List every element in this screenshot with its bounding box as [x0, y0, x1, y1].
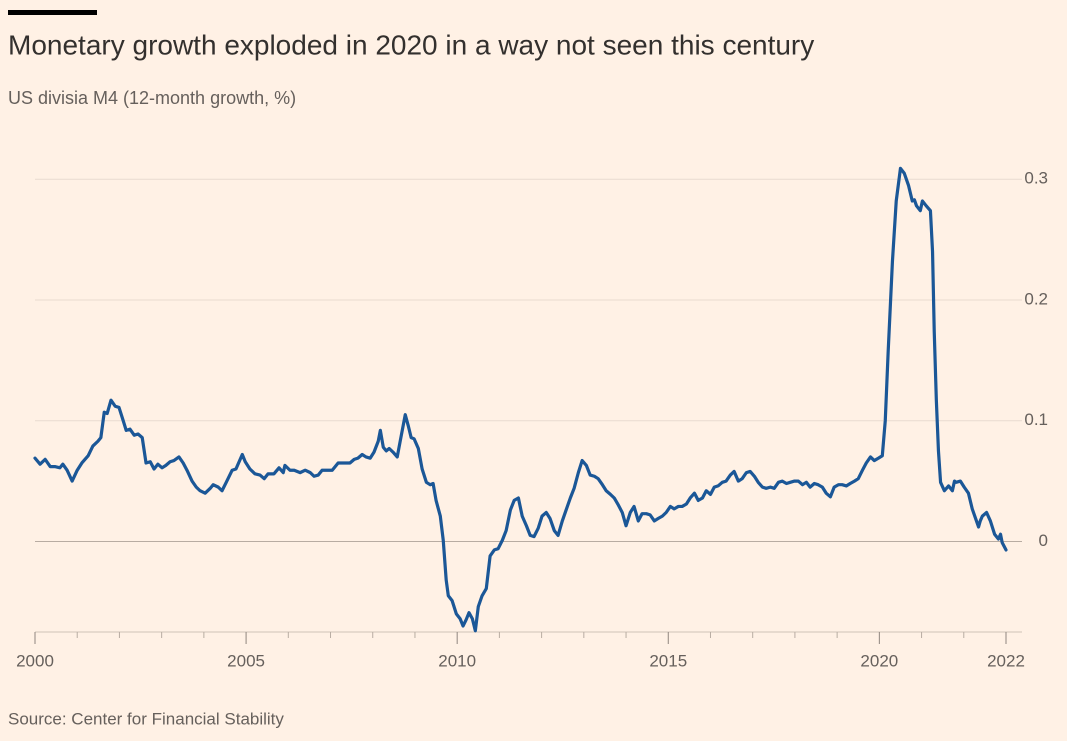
brand-bar: [8, 10, 97, 15]
source-note: Source: Center for Financial Stability: [8, 709, 284, 728]
data-line: [33, 166, 1008, 633]
x-tick-label: 2022: [987, 651, 1025, 670]
x-tick-label: 2015: [649, 651, 687, 670]
x-tick-label: 2010: [438, 651, 476, 670]
x-tick-label: 2020: [860, 651, 898, 670]
x-tick-label: 2005: [227, 651, 265, 670]
y-tick-label: 0.3: [1024, 169, 1048, 188]
y-tick-label: 0.2: [1024, 289, 1048, 308]
chart-title: Monetary growth exploded in 2020 in a wa…: [8, 29, 814, 60]
x-tick-label: 2000: [16, 651, 54, 670]
chart-subtitle: US divisia M4 (12-month growth, %): [8, 88, 296, 108]
y-tick-label: 0.1: [1024, 410, 1048, 429]
y-tick-label: 0: [1039, 531, 1048, 550]
